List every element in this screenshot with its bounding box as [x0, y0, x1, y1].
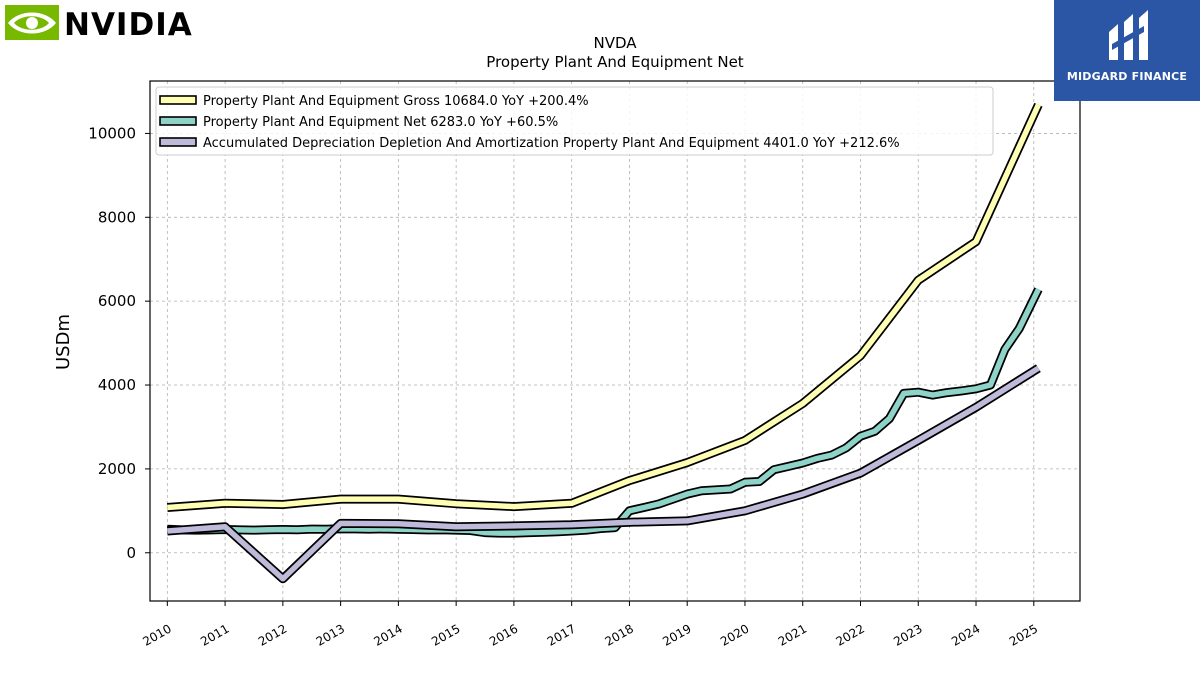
x-tick-label: 2015 — [429, 621, 462, 648]
legend-swatch — [159, 95, 197, 105]
x-tick-label: 2020 — [718, 621, 751, 648]
x-tick-label: 2010 — [140, 621, 173, 648]
legend-swatch — [159, 137, 197, 147]
legend-box — [155, 86, 994, 156]
series-line-3 — [167, 365, 1040, 582]
x-tick-label: 2025 — [1007, 621, 1040, 648]
grid-lines — [150, 81, 1080, 601]
y-axis-label: USDm — [53, 314, 74, 370]
x-tick-label: 2016 — [487, 621, 520, 648]
chart-title: NVDA — [593, 34, 637, 52]
legend-label: Accumulated Depreciation Depletion And A… — [203, 136, 900, 151]
x-tick-label: 2017 — [545, 621, 578, 648]
series-outline-2 — [167, 287, 1043, 538]
series-layer — [166, 102, 1043, 584]
series-line-2 — [167, 288, 1041, 536]
x-tick-label: 2013 — [314, 621, 347, 648]
x-tick-label: 2018 — [602, 621, 635, 648]
midgard-name: MIDGARD FINANCE — [1066, 70, 1188, 83]
legend-label: Property Plant And Equipment Gross 10684… — [203, 94, 589, 109]
y-tick-label: 0 — [126, 544, 136, 562]
y-axis: 0 2000 4000 6000 8000 10000 — [88, 124, 150, 562]
x-tick-label: 2019 — [660, 621, 693, 648]
nvidia-eye-icon — [5, 5, 59, 40]
x-tick-label: 2011 — [198, 621, 231, 648]
y-tick-label: 10000 — [88, 124, 136, 142]
x-tick-label: 2012 — [256, 621, 289, 648]
y-tick-label: 2000 — [98, 460, 136, 478]
series-line-1 — [167, 103, 1041, 511]
legend-label: Property Plant And Equipment Net 6283.0 … — [203, 115, 558, 130]
x-tick-label: 2023 — [891, 621, 924, 648]
x-axis: 2010 2011 2012 2013 2014 2015 2016 2017 2018 2019… — [140, 601, 1040, 649]
y-tick-label: 8000 — [98, 208, 136, 226]
legend-swatch — [159, 116, 197, 126]
chart-legend: Property Plant And Equipment Gross 10684… — [155, 86, 994, 156]
brand-name: NVIDIA — [64, 7, 193, 42]
series-outline-3 — [166, 364, 1041, 584]
nvidia-logo: NVIDIA — [5, 5, 193, 42]
midgard-watermark: MIDGARD FINANCE — [1054, 0, 1200, 101]
x-tick-label: 2021 — [776, 621, 809, 648]
midgard-m-icon — [1109, 10, 1148, 60]
x-tick-label: 2024 — [949, 621, 982, 648]
x-tick-label: 2014 — [371, 621, 404, 648]
chart-subtitle: Property Plant And Equipment Net — [486, 53, 743, 71]
x-tick-label: 2022 — [834, 621, 867, 648]
y-tick-label: 4000 — [98, 376, 136, 394]
y-tick-label: 6000 — [98, 292, 136, 310]
plot-frame — [149, 80, 1081, 602]
